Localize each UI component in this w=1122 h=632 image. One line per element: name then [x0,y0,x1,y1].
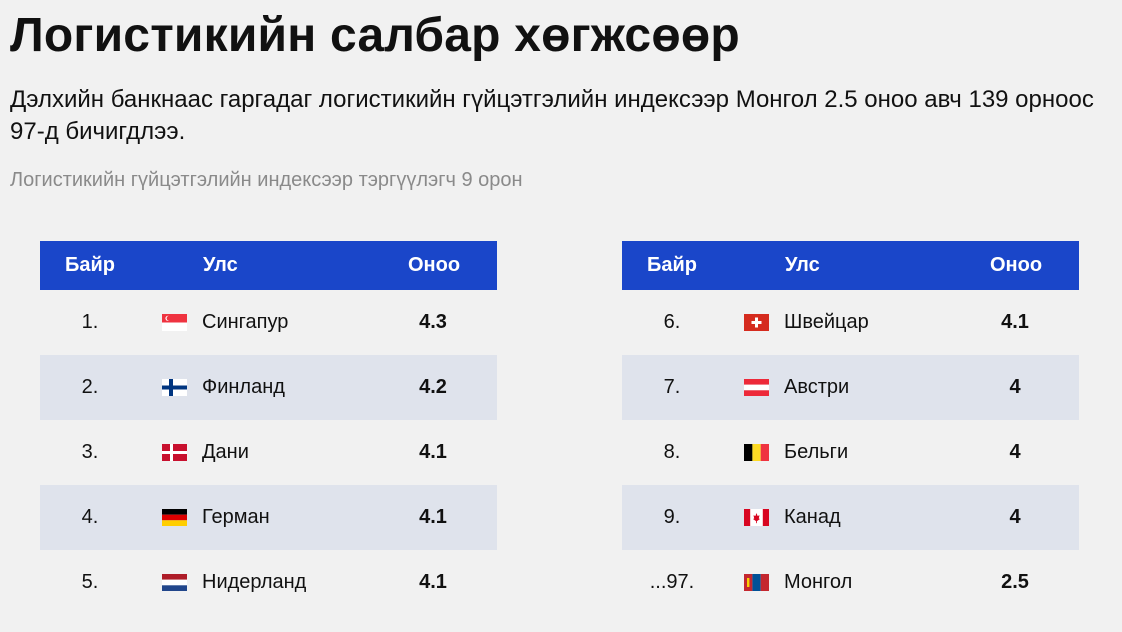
score-cell: 2.5 [1001,571,1029,593]
rank-cell: 4. [81,506,99,528]
table-row: ...97. Монгол 2.5 [622,550,1079,615]
score-cell: 4.1 [419,441,447,463]
netherlands-flag-icon [162,574,187,591]
header-score: Оноо [408,254,461,276]
page-subtitle: Дэлхийн банкнаас гаргадаг логистикийн гү… [10,86,1094,145]
table-row: 1. Сингапур 4.3 [40,290,497,355]
germany-flag-icon [162,509,187,526]
score-cell: 4 [1009,506,1021,528]
rank-cell: 5. [81,571,99,593]
country-cell: Бельги [784,441,849,463]
denmark-flag-icon [162,444,187,461]
austria-flag-icon [744,379,769,396]
rank-cell: ...97. [649,571,695,593]
header-score: Оноо [990,254,1043,276]
country-cell: Австри [784,376,850,398]
rank-cell: 2. [81,376,99,398]
rank-cell: 3. [81,441,99,463]
canada-flag-icon [744,509,769,526]
country-cell: Сингапур [202,311,289,333]
score-cell: 4.1 [1001,311,1029,333]
score-cell: 4.3 [419,311,447,333]
country-cell: Герман [202,506,270,528]
table-header: Байр Улс Оноо [622,241,1079,290]
score-cell: 4 [1009,376,1021,398]
rank-cell: 6. [663,311,681,333]
header-country: Улс [203,254,238,276]
score-cell: 4.1 [419,506,447,528]
ranking-table-right: Байр Улс Оноо 6. Швейцар 4.1 7. Австри 4… [622,241,1079,615]
table-row: 6. Швейцар 4.1 [622,290,1079,355]
country-cell: Финланд [202,376,285,398]
score-cell: 4.1 [419,571,447,593]
table-header: Байр Улс Оноо [40,241,497,290]
country-cell: Дани [202,441,249,463]
country-cell: Нидерланд [202,571,307,593]
table-row: 5. Нидерланд 4.1 [40,550,497,615]
belgium-flag-icon [744,444,769,461]
header-rank: Байр [647,254,698,276]
rank-cell: 8. [663,441,681,463]
header-country: Улс [785,254,820,276]
country-cell: Монгол [784,571,853,593]
country-cell: Швейцар [784,311,869,333]
table-row: 2. Финланд 4.2 [40,355,497,420]
score-cell: 4 [1009,441,1021,463]
rank-cell: 9. [663,506,681,528]
table-caption: Логистикийн гүйцэтгэлийн индексээр тэргү… [10,169,523,191]
singapore-flag-icon [162,314,187,331]
switzerland-flag-icon [744,314,769,331]
header-rank: Байр [65,254,116,276]
table-row: 3. Дани 4.1 [40,420,497,485]
table-row: 8. Бельги 4 [622,420,1079,485]
country-cell: Канад [784,506,841,528]
score-cell: 4.2 [419,376,447,398]
ranking-table-left: Байр Улс Оноо 1. Сингапур 4.3 2. Финланд… [40,241,497,615]
table-row: 4. Герман 4.1 [40,485,497,550]
rank-cell: 1. [81,311,99,333]
page-title: Логистикийн салбар хөгжсөөр [10,9,740,62]
rank-cell: 7. [663,376,681,398]
table-row: 7. Австри 4 [622,355,1079,420]
finland-flag-icon [162,379,187,396]
mongolia-flag-icon [744,574,769,591]
table-row: 9. Канад 4 [622,485,1079,550]
